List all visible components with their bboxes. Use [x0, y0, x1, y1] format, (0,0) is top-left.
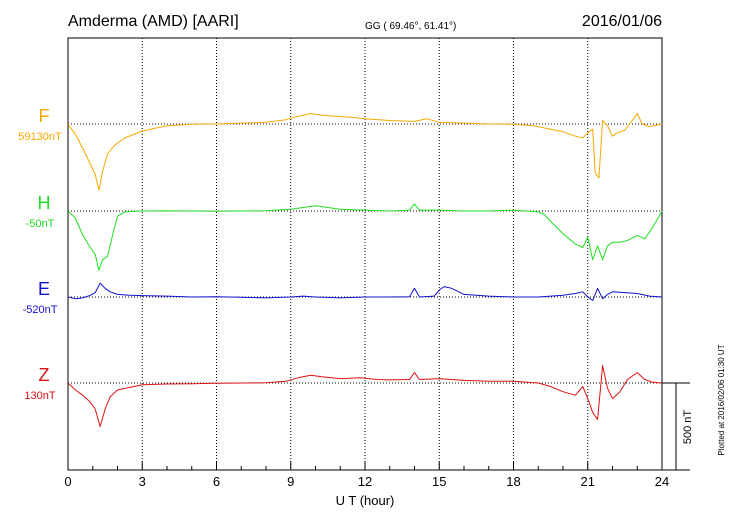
component-labels: F 59130nT H -50nT E -520nT Z 130nT	[18, 106, 62, 402]
component-label-f: F	[39, 106, 50, 126]
x-tick-label: 0	[64, 474, 71, 489]
baseline-value-h: -50nT	[26, 218, 55, 230]
scale-bar: 500 nT	[662, 382, 694, 471]
component-label-z: Z	[39, 365, 50, 385]
x-tick-label: 12	[358, 474, 372, 489]
scale-bar-label: 500 nT	[682, 410, 694, 445]
baseline-value-e: -520nT	[23, 304, 58, 316]
plotted-at-note: Plotted at 2016/02/06 01:30 UT	[717, 344, 726, 455]
station-title: Amderma (AMD) [AARI]	[68, 13, 239, 30]
series-line-z	[67, 365, 663, 427]
component-label-e: E	[38, 279, 50, 299]
x-tick-label: 15	[432, 474, 446, 489]
x-tick-label: 3	[139, 474, 146, 489]
date-label: 2016/01/06	[582, 13, 662, 30]
x-axis-title: U T (hour)	[336, 493, 395, 508]
x-axis-ticks: 0 3 6 9 12 15 18 21 24	[64, 462, 669, 489]
grid-lines	[68, 38, 662, 470]
baseline-value-z: 130nT	[24, 390, 55, 402]
series-line-f	[67, 113, 663, 191]
component-label-h: H	[38, 193, 51, 213]
x-tick-label: 6	[213, 474, 220, 489]
x-tick-label: 18	[506, 474, 520, 489]
series-line-h	[67, 203, 663, 271]
series-line-e	[67, 282, 663, 301]
baseline-value-f: 59130nT	[18, 131, 62, 143]
x-tick-label: 9	[287, 474, 294, 489]
station-coordinates: GG ( 69.46°, 61.41°)	[365, 21, 456, 32]
x-tick-label: 24	[655, 474, 669, 489]
series-layer	[67, 113, 663, 427]
x-tick-label: 21	[581, 474, 595, 489]
